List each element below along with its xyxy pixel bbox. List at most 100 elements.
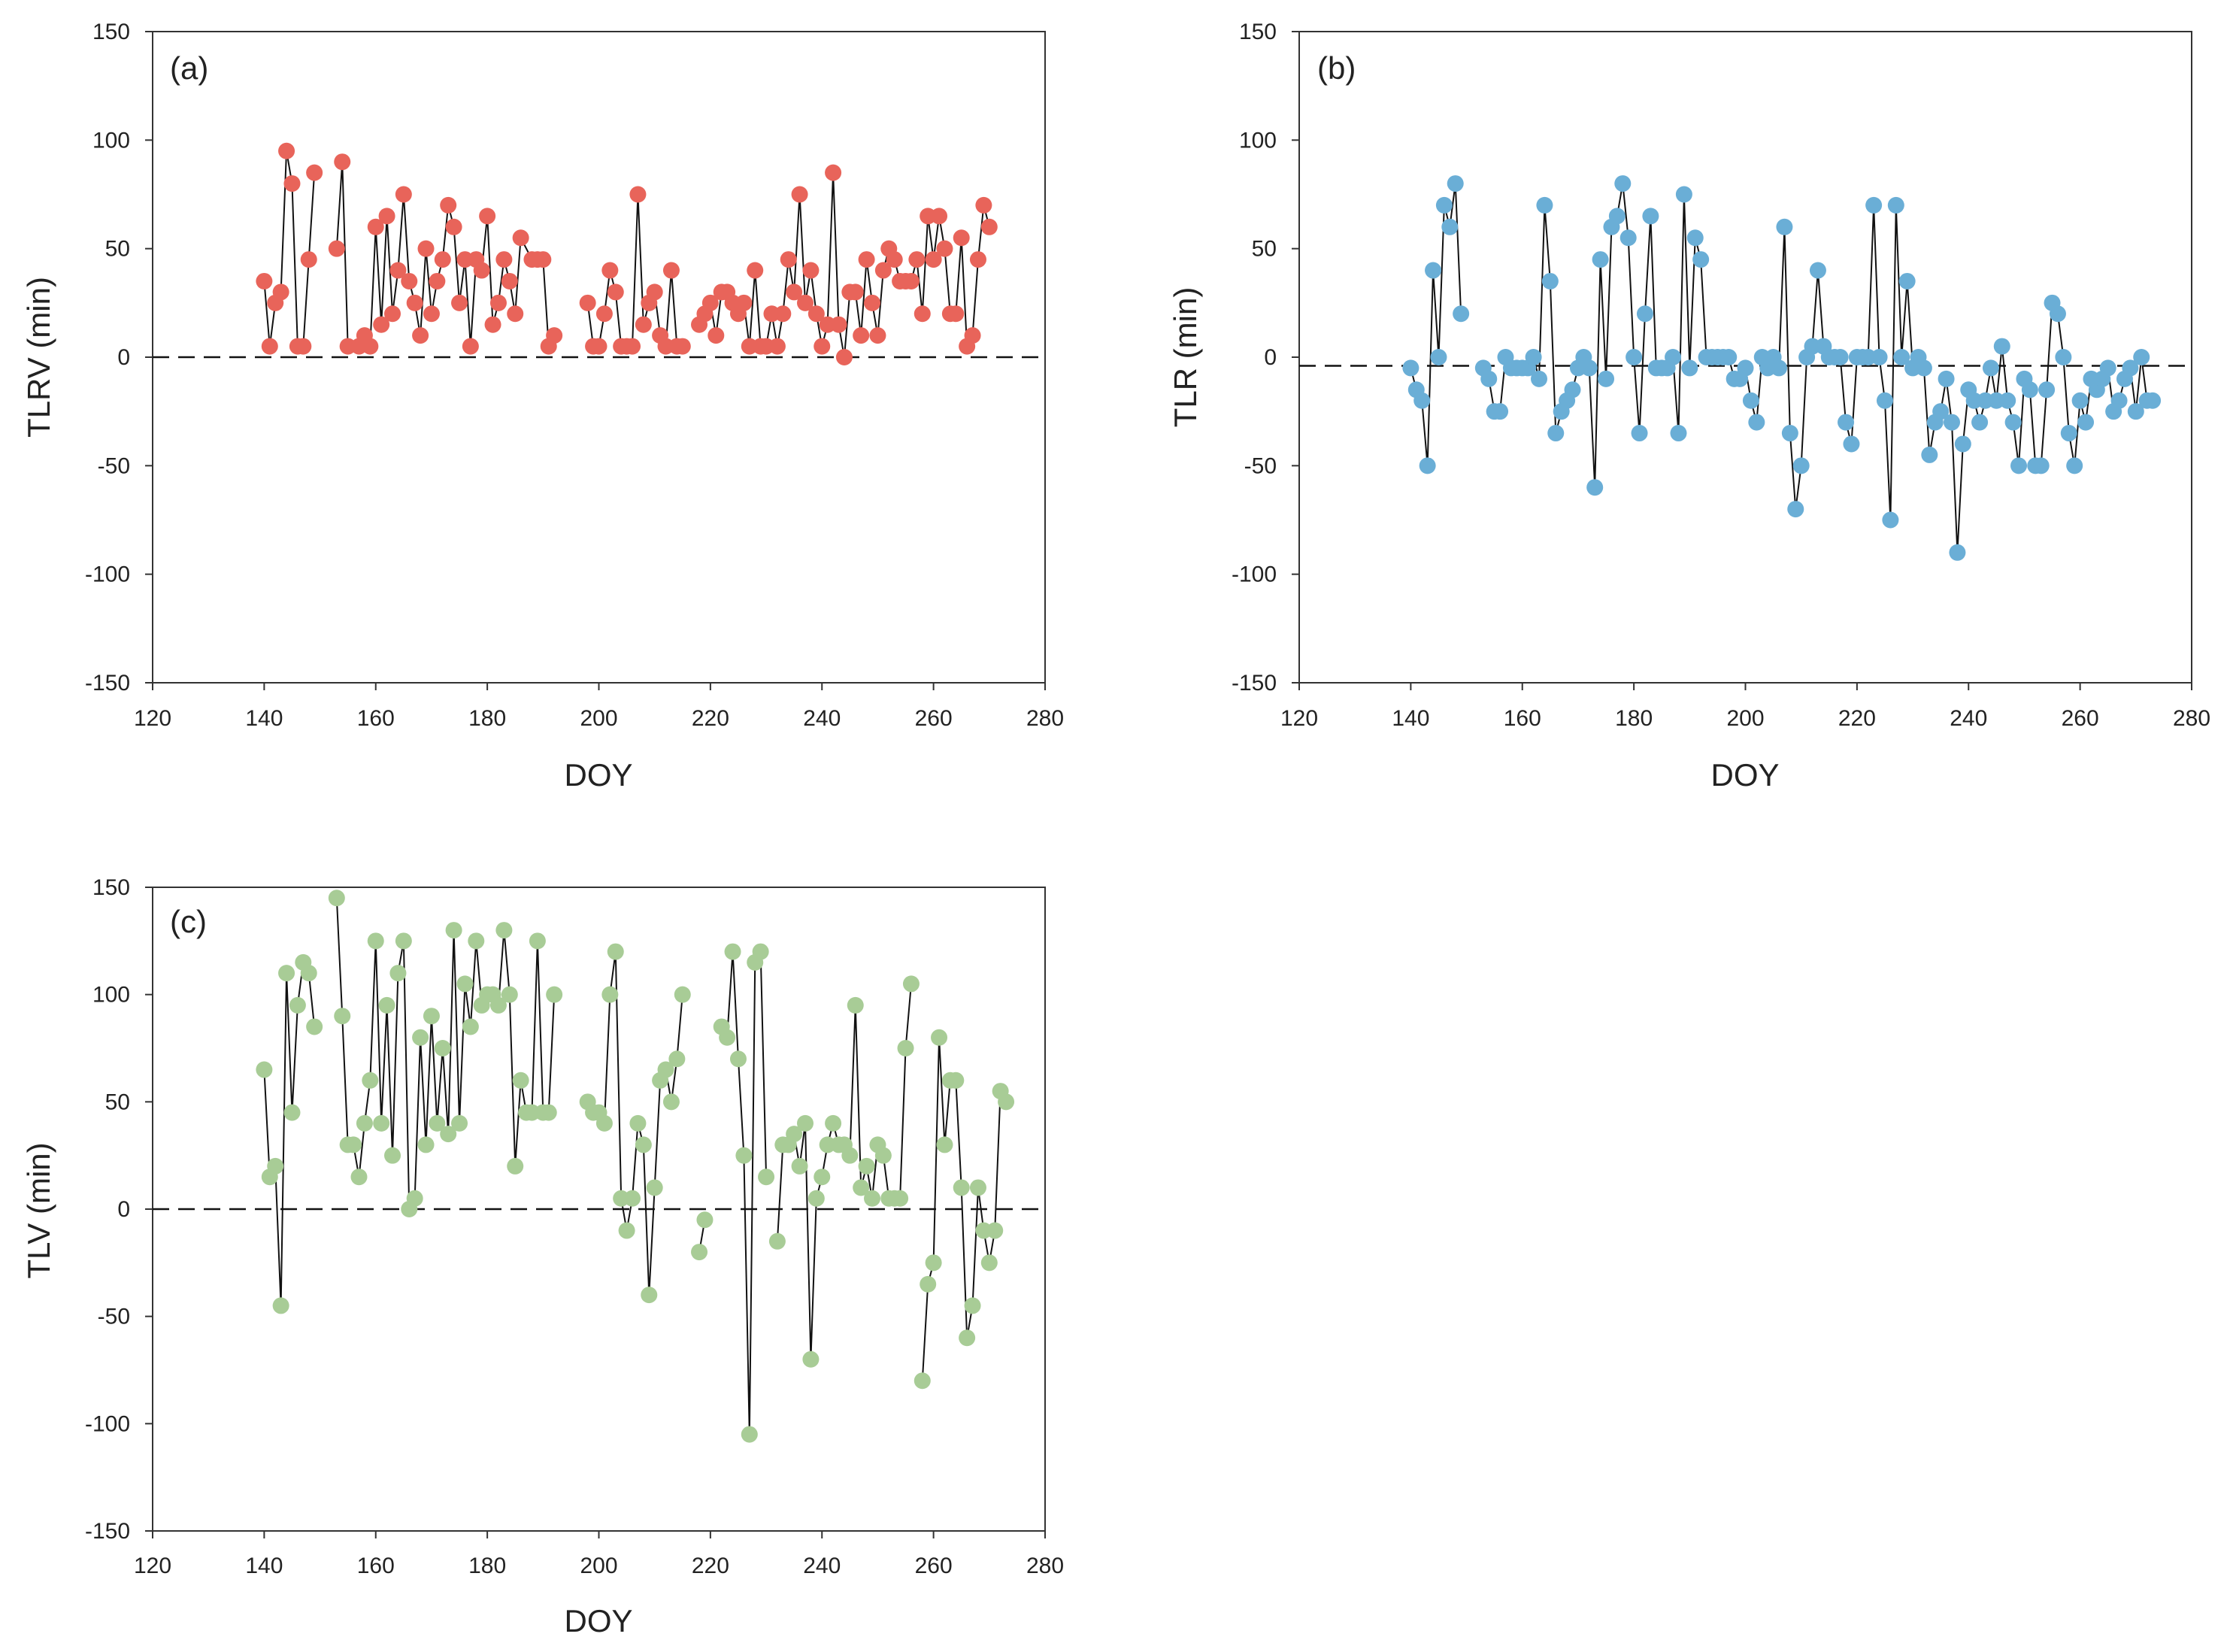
data-point-b (1592, 251, 1609, 268)
data-point-c (735, 1147, 753, 1164)
data-point-a (395, 186, 412, 203)
data-point-c (920, 1275, 937, 1293)
x-tick-a: 200 (580, 706, 617, 731)
data-point-c (345, 1136, 362, 1153)
data-point-c (356, 1114, 373, 1132)
data-point-a (423, 305, 440, 323)
data-point-b (1720, 349, 1738, 365)
data-point-c (468, 932, 485, 950)
data-point-a (306, 164, 323, 181)
axis-ticks-a: 120 140 160 180 200 220 240 260 280 150 … (85, 20, 1064, 731)
data-point-b (1943, 414, 1960, 431)
data-point-c (752, 943, 769, 960)
data-point-c (456, 975, 474, 993)
data-point-c (429, 1114, 446, 1132)
data-point-a (964, 327, 981, 344)
x-axis-label-a: DOY (564, 757, 632, 793)
data-point-c (495, 922, 513, 939)
data-point-c (367, 932, 384, 950)
data-point-c (953, 1179, 970, 1196)
x-tick-c: 280 (1026, 1553, 1064, 1578)
data-point-a (975, 196, 992, 214)
data-point-c (914, 1372, 931, 1390)
data-point-a (429, 272, 446, 289)
data-point-c (674, 986, 691, 1003)
data-point-a (256, 272, 273, 289)
data-point-b (1865, 196, 1883, 214)
data-point-b (2127, 403, 2144, 420)
data-point-a (384, 305, 401, 323)
data-point-a (624, 338, 641, 355)
y-tick-b: 0 (1264, 345, 1277, 370)
data-point-b (2077, 414, 2095, 431)
series-marks-c (256, 890, 1015, 1443)
data-point-c (412, 1029, 429, 1046)
data-point-b (1580, 359, 1598, 377)
data-point-a (261, 338, 278, 355)
x-tick-a: 140 (245, 706, 283, 731)
data-point-c (445, 922, 462, 939)
data-point-b (1413, 392, 1431, 409)
data-point-b (1949, 544, 1966, 561)
data-point-a (780, 251, 797, 268)
data-point-a (791, 186, 808, 203)
data-point-a (701, 294, 719, 311)
series-line-c (921, 1037, 1007, 1381)
data-point-b (2110, 392, 2128, 409)
data-point-c (546, 986, 563, 1003)
data-point-b (1564, 381, 1581, 399)
y-tick-b: -150 (1232, 671, 1277, 696)
data-point-c (489, 996, 507, 1014)
data-point-a (835, 349, 853, 365)
data-point-a (489, 294, 507, 311)
data-point-b (1742, 392, 1759, 409)
data-point-b (1447, 175, 1464, 192)
data-point-b (2021, 381, 2038, 399)
data-point-c (362, 1072, 379, 1089)
data-point-a (512, 229, 529, 247)
data-point-c (807, 1190, 825, 1207)
data-point-b (1631, 425, 1648, 442)
data-point-a (601, 262, 619, 279)
data-point-a (434, 251, 451, 268)
data-point-b (1547, 425, 1565, 442)
data-point-a (902, 272, 920, 289)
data-point-b (1954, 435, 1971, 453)
series-marks-b (1402, 175, 2162, 561)
y-tick-b: -100 (1232, 562, 1277, 587)
data-point-b (1480, 370, 1498, 387)
data-point-a (936, 240, 953, 257)
data-point-a (389, 262, 407, 279)
data-point-b (1492, 403, 1509, 420)
data-point-c (796, 1114, 814, 1132)
data-point-b (1999, 392, 2016, 409)
data-point-b (1531, 370, 1548, 387)
x-tick-b: 160 (1504, 706, 1541, 731)
data-point-b (1982, 359, 1999, 377)
data-point-b (1838, 414, 1855, 431)
data-point-c (741, 1426, 758, 1443)
data-point-b (1626, 349, 1643, 365)
data-point-b (1748, 414, 1765, 431)
data-point-a (535, 251, 552, 268)
series-line-c (335, 898, 556, 1210)
data-point-b (2099, 359, 2116, 377)
y-tick-c: 100 (92, 983, 130, 1008)
data-point-c (256, 1061, 273, 1078)
data-point-b (1419, 457, 1436, 474)
data-point-c (624, 1190, 641, 1207)
data-point-b (1636, 305, 1653, 323)
data-point-c (768, 1232, 786, 1250)
data-point-b (1932, 403, 1950, 420)
data-point-a (373, 316, 390, 333)
data-point-b (1675, 186, 1692, 203)
x-tick-c: 120 (134, 1553, 171, 1578)
data-point-c (947, 1072, 965, 1089)
data-point-c (998, 1093, 1015, 1111)
data-point-a (796, 294, 814, 311)
data-point-b (1993, 338, 2010, 355)
x-tick-a: 260 (915, 706, 953, 731)
data-point-c (334, 1008, 351, 1025)
axis-ticks-b: 120 140 160 180 200 220 240 260 280 150 … (1232, 20, 2210, 731)
x-tick-a: 240 (803, 706, 841, 731)
